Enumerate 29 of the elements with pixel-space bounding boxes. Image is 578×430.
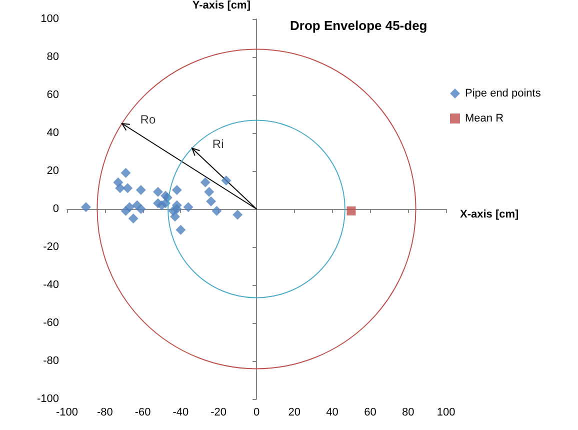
annotation: Ri: [212, 137, 224, 152]
x-tick-label: 40: [326, 406, 338, 418]
y-tick-label: 40: [46, 127, 59, 139]
x-tick-label: -60: [134, 406, 151, 418]
y-axis-title: Y-axis [cm]: [192, 0, 251, 12]
y-tick-label: -40: [43, 279, 59, 291]
x-tick-label: 80: [402, 406, 414, 418]
legend-label: Mean R: [465, 112, 504, 124]
x-tick-label: 0: [253, 406, 260, 418]
y-tick-label: 0: [52, 203, 59, 215]
y-tick-label: 20: [46, 165, 59, 177]
x-tick-label: -80: [96, 406, 113, 418]
chart-title: Drop Envelope 45-deg: [290, 18, 428, 33]
x-tick-label: -100: [56, 406, 78, 418]
y-tick-label: -60: [43, 317, 59, 329]
y-tick-label: 100: [40, 13, 59, 25]
y-tick-label: 80: [46, 51, 59, 63]
x-tick-label: 20: [288, 406, 301, 418]
x-tick-label: 60: [364, 406, 376, 418]
y-tick-label: -80: [43, 355, 59, 367]
x-tick-label: 100: [436, 406, 456, 418]
x-tick-label: -20: [210, 406, 227, 418]
x-tick-label: -40: [172, 406, 189, 418]
legend-label: Pipe end points: [465, 88, 542, 100]
annotation: Ro: [140, 112, 156, 126]
x-axis-title: X-axis [cm]: [460, 208, 520, 220]
y-tick-label: -20: [43, 241, 59, 253]
y-tick-label: 60: [46, 89, 59, 101]
y-tick-label: -100: [36, 393, 59, 405]
